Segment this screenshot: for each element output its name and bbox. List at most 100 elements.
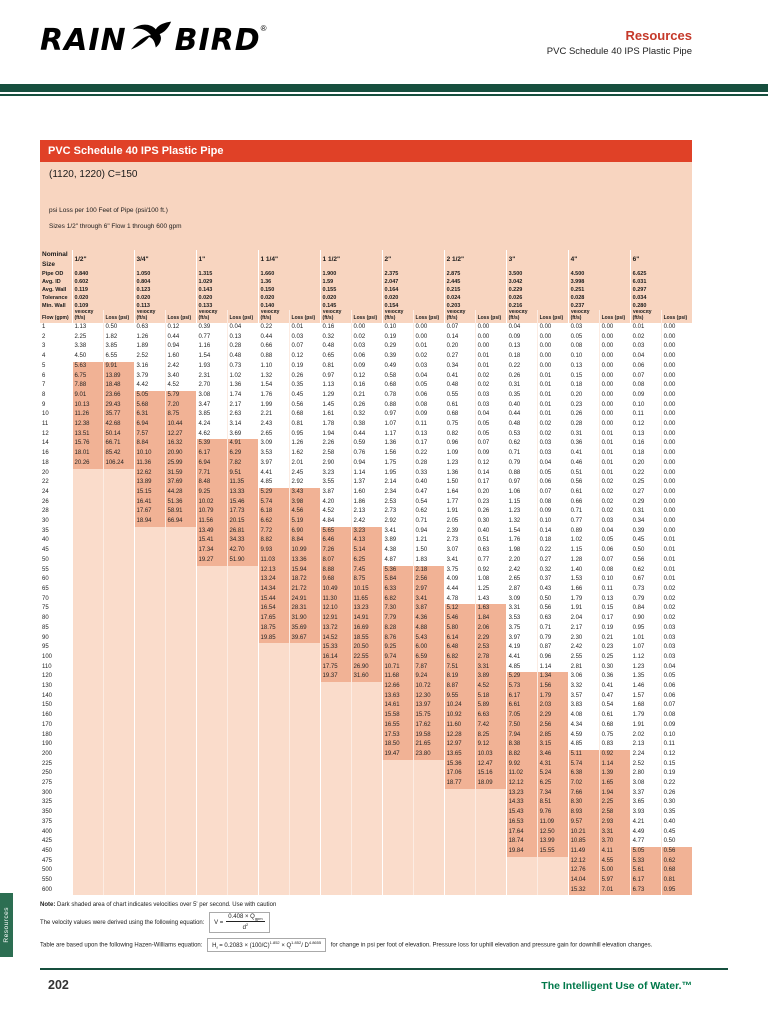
velocity-cell: 15.44 xyxy=(257,594,290,605)
empty-cell xyxy=(133,759,165,770)
table-row: 26 16.41 51.36 10.02 15.46 5.74 3.98 4.20 1.86 2.… xyxy=(40,497,693,508)
velocity-cell: 0.50 xyxy=(629,546,662,556)
loss-cell: 19.58 xyxy=(412,730,445,741)
empty-cell xyxy=(226,565,259,576)
table-row: 18 20.26 106.24 11.36 25.99 6.94 7.82 3.97 2.01 2… xyxy=(40,458,693,469)
empty-cell xyxy=(412,808,445,818)
loss-cell: 0.00 xyxy=(598,381,631,391)
loss-cell: 0.01 xyxy=(660,575,693,585)
empty-cell xyxy=(350,866,383,877)
empty-cell xyxy=(412,876,445,886)
loss-cell: 0.00 xyxy=(660,332,693,343)
loss-cell: 1.83 xyxy=(412,555,445,566)
velocity-cell: 5.29 xyxy=(505,672,538,683)
empty-cell xyxy=(71,555,103,566)
loss-cell: 1.14 xyxy=(350,468,383,479)
loss-cell: 0.04 xyxy=(412,371,445,382)
spec-value: 0.215 xyxy=(443,286,507,294)
loss-cell: 20.90 xyxy=(164,449,196,459)
note-text: Dark shaded area of chart indicates velo… xyxy=(57,902,277,908)
loss-cell: 2.18 xyxy=(412,565,445,576)
flow-cell: 475 xyxy=(40,856,72,867)
flow-cell: 60 xyxy=(40,575,72,585)
loss-cell: 0.54 xyxy=(412,497,445,508)
velocity-cell: 0.95 xyxy=(629,623,662,634)
loss-cell: 0.63 xyxy=(474,546,507,556)
velocity-cell: 17.65 xyxy=(257,614,290,624)
empty-cell xyxy=(257,759,290,770)
loss-header: Loss (psi) xyxy=(226,310,259,323)
empty-cell xyxy=(536,876,569,886)
spec-value: 1" xyxy=(195,250,259,270)
loss-cell: 7.87 xyxy=(412,662,445,673)
velocity-cell: 0.35 xyxy=(505,390,538,401)
velocity-cell: 1.75 xyxy=(381,458,414,469)
empty-cell xyxy=(226,866,259,877)
empty-cell xyxy=(133,691,165,702)
empty-cell xyxy=(71,672,103,683)
velocity-cell: 0.71 xyxy=(567,507,600,518)
empty-cell xyxy=(102,769,134,780)
empty-cell xyxy=(164,759,196,770)
spec-value: 0.109 xyxy=(71,302,134,310)
loss-cell: 0.95 xyxy=(660,885,693,896)
velocity-cell: 3.97 xyxy=(257,458,290,469)
velocity-cell: 15.15 xyxy=(133,487,165,498)
velocity-cell: 5.63 xyxy=(71,361,103,372)
empty-cell xyxy=(71,517,103,527)
loss-cell: 0.43 xyxy=(536,584,569,595)
velocity-cell: 4.84 xyxy=(319,517,352,527)
velocity-cell: 2.65 xyxy=(505,575,538,585)
flow-cell: 26 xyxy=(40,497,72,508)
loss-cell: 7.20 xyxy=(164,400,196,411)
loss-cell: 18.48 xyxy=(102,381,134,391)
velocity-cell: 6.17 xyxy=(505,691,538,702)
empty-cell xyxy=(133,633,165,644)
empty-cell xyxy=(133,720,165,731)
velocity-cell: 6.48 xyxy=(443,643,476,653)
spec-value: 0.280 xyxy=(629,302,693,310)
velocity-cell: 0.97 xyxy=(505,478,538,488)
velocity-cell: 2.55 xyxy=(567,652,600,663)
empty-cell xyxy=(195,837,227,847)
empty-cell xyxy=(350,749,383,760)
velocity-cell: 1.99 xyxy=(257,400,290,411)
spec-value: 0.026 xyxy=(505,294,569,302)
flow-cell: 110 xyxy=(40,662,72,673)
loss-cell: 6.25 xyxy=(536,779,569,789)
velocity-cell: 2.24 xyxy=(629,749,662,760)
flow-cell: 425 xyxy=(40,837,72,847)
empty-cell xyxy=(257,788,290,799)
loss-cell: 0.38 xyxy=(350,420,383,430)
velocity-cell: 4.44 xyxy=(443,584,476,595)
table-row: 120 19.37 31.60 11.68 9.24 8.19 3.89 5.29 1.34 3.… xyxy=(40,672,693,683)
velocity-cell: 10.49 xyxy=(319,584,352,595)
empty-cell xyxy=(133,876,165,886)
velocity-cell: 4.08 xyxy=(567,711,600,721)
velocity-cell: 13.24 xyxy=(257,575,290,585)
empty-cell xyxy=(164,691,196,702)
loss-cell: 3.87 xyxy=(412,604,445,615)
velocity-cell: 0.16 xyxy=(629,439,662,450)
empty-cell xyxy=(350,827,383,838)
velocity-cell: 5.29 xyxy=(257,487,290,498)
velocity-cell: 3.57 xyxy=(567,691,600,702)
loss-cell: 0.00 xyxy=(598,371,631,382)
empty-cell xyxy=(102,876,134,886)
empty-cell xyxy=(257,876,290,886)
velocity-cell: 1.89 xyxy=(133,342,165,353)
velocity-cell: 2.43 xyxy=(257,420,290,430)
loss-cell: 0.00 xyxy=(536,323,569,333)
velocity-cell: 0.34 xyxy=(629,517,662,527)
empty-cell xyxy=(319,720,352,731)
empty-cell xyxy=(412,827,445,838)
empty-cell xyxy=(133,798,165,809)
velocity-cell: 1.09 xyxy=(443,449,476,459)
velocity-cell: 1.95 xyxy=(381,468,414,479)
loss-cell: 0.03 xyxy=(474,400,507,411)
velocity-numerator: 0.408 × Qgpm xyxy=(226,914,265,923)
flow-cell: 375 xyxy=(40,817,72,828)
empty-cell xyxy=(319,682,352,692)
table-row: 8 9.01 23.66 5.05 5.79 3.08 1.74 1.76 0.45 1.29 0.… xyxy=(40,390,693,401)
spec-row: Min. Wall 0.109 0.113 0.133 0.140 0.145 0.154 0… xyxy=(40,302,693,310)
